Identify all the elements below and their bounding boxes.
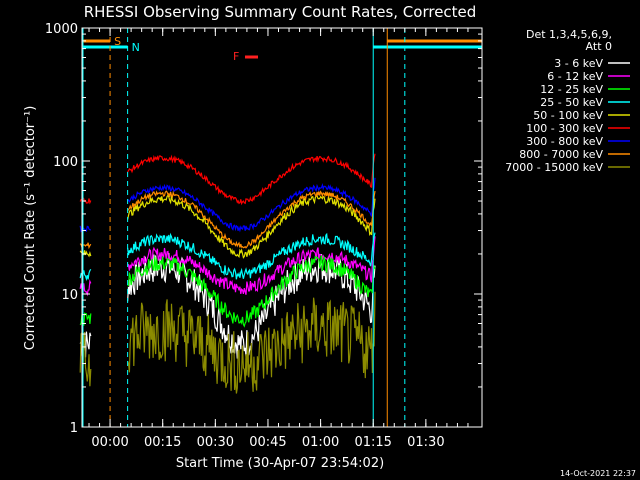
series-line — [127, 255, 376, 328]
x-axis-label: Start Time (30-Apr-07 23:54:02) — [176, 456, 384, 471]
legend-label: 100 - 300 keV — [526, 122, 603, 135]
series-line — [127, 291, 376, 394]
x-tick-label: 00:45 — [249, 435, 286, 450]
y-axis: 1 10 100 1000 — [45, 22, 482, 436]
footer-date: 14-Oct-2021 22:37 — [560, 469, 636, 478]
plot-frame — [81, 27, 483, 428]
y-tick-label: 1000 — [45, 22, 78, 37]
legend-header: Att 0 — [586, 40, 612, 53]
x-axis: 00:00 00:15 00:30 00:45 01:00 01:15 01:30 — [88, 28, 469, 450]
f-label: F — [233, 50, 239, 63]
x-tick-label: 00:15 — [144, 435, 181, 450]
x-tick-label: 00:30 — [197, 435, 234, 450]
n-label: N — [132, 41, 140, 54]
annotation-layer: S N F — [82, 28, 482, 427]
x-tick-label: 01:30 — [407, 435, 444, 450]
legend-label: 800 - 7000 keV — [519, 148, 603, 161]
legend-label: 300 - 800 keV — [526, 135, 603, 148]
legend-label: 12 - 25 keV — [540, 83, 603, 96]
x-tick-label: 01:15 — [354, 435, 391, 450]
series-line — [127, 190, 376, 249]
legend-label: 25 - 50 keV — [540, 96, 603, 109]
legend-label: 50 - 100 keV — [533, 109, 603, 122]
series-line — [127, 236, 376, 295]
series-line — [127, 232, 376, 280]
y-axis-label: Corrected Count Rate (s⁻¹ detector⁻¹) — [23, 106, 38, 351]
y-tick-label: 10 — [61, 288, 78, 303]
x-tick-label: 00:00 — [91, 435, 128, 450]
x-tick-label: 01:00 — [302, 435, 339, 450]
legend-label: 7000 - 15000 keV — [505, 161, 603, 174]
series-line — [127, 194, 376, 259]
y-tick-label: 1 — [70, 421, 78, 436]
series-line — [127, 153, 376, 206]
legend-header: Det 1,3,4,5,6,9, — [526, 28, 612, 41]
s-label: S — [114, 35, 121, 48]
y-tick-label: 100 — [53, 155, 78, 170]
legend-label: 3 - 6 keV — [554, 57, 603, 70]
legend-label: 6 - 12 keV — [547, 70, 603, 83]
series-line — [127, 177, 376, 233]
chart-title: RHESSI Observing Summary Count Rates, Co… — [84, 3, 477, 21]
